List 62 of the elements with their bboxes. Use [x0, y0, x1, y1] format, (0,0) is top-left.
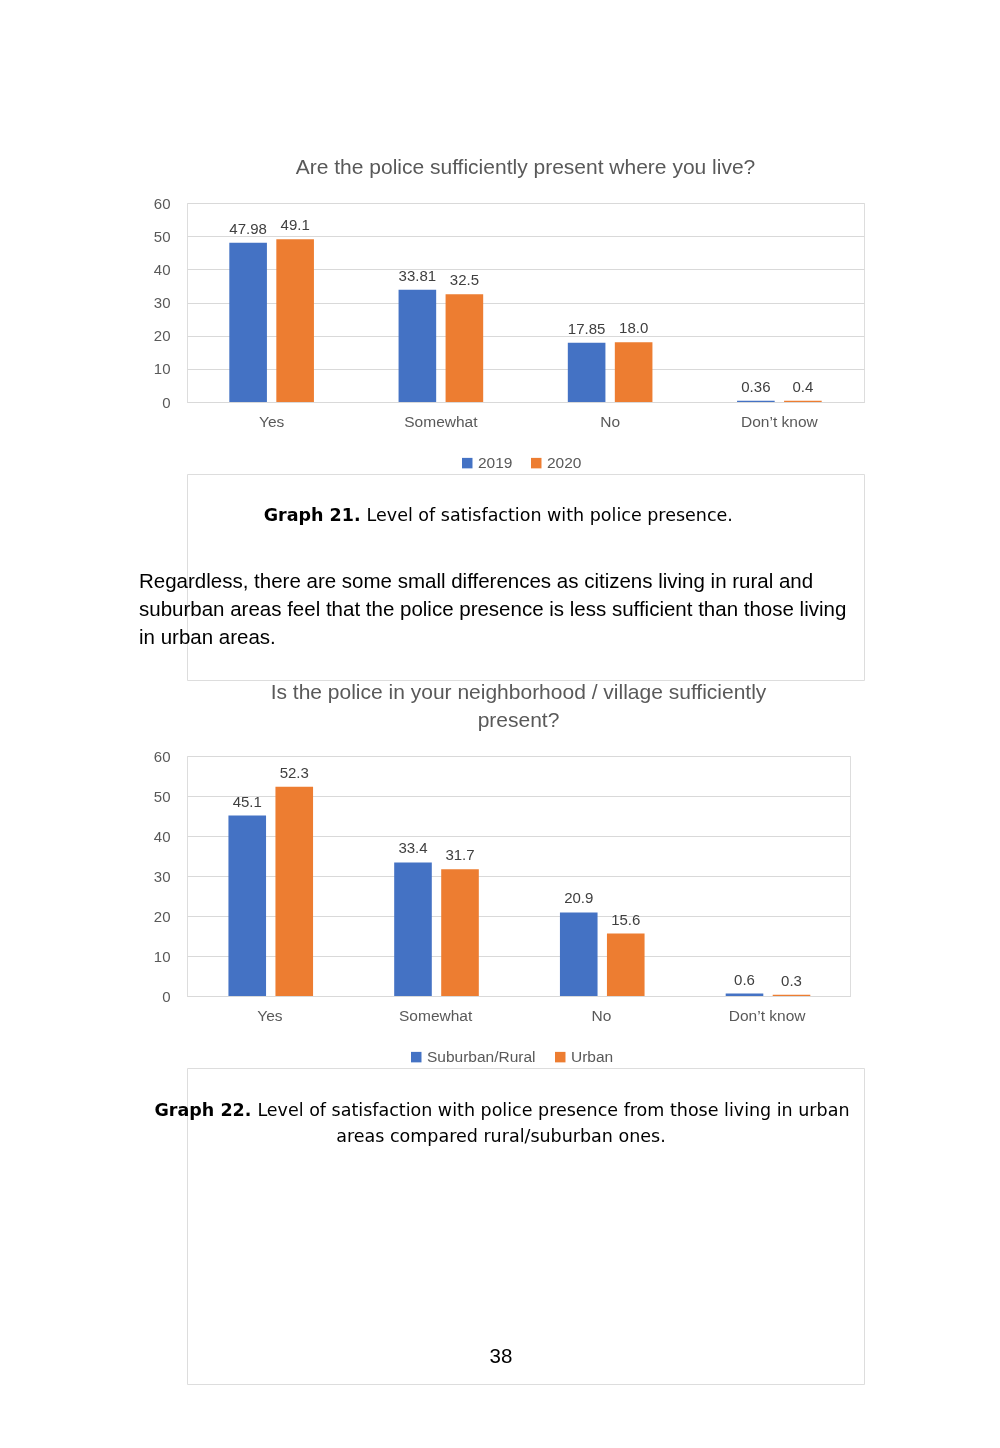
y-tick-label: 10 [153, 360, 171, 378]
y-tick-label: 40 [153, 260, 171, 278]
y-tick-label: 50 [153, 227, 171, 245]
x-tick-label: Somewhat [399, 1006, 473, 1024]
legend-label: Suburban/Rural [427, 1048, 536, 1066]
data-label: 49.1 [280, 216, 310, 234]
data-label: 18.0 [619, 319, 649, 337]
data-label: 33.81 [398, 266, 437, 284]
bar [614, 342, 653, 402]
text: Level of satisfaction with police presence from those living in urban areas compared rural/suburban ones. [257, 1100, 850, 1146]
y-tick-label: 0 [162, 987, 171, 1005]
data-label: 45.1 [232, 792, 262, 810]
y-tick-label: 60 [153, 194, 171, 212]
text: Level of satisfaction with police presence. [366, 505, 733, 525]
chart-title: Are the police sufficiently present where you live? [295, 155, 756, 178]
bar [275, 786, 314, 996]
x-tick-label: No [600, 412, 621, 430]
text: 38 [489, 1344, 513, 1367]
bar [441, 869, 479, 996]
y-tick-label: 40 [153, 827, 171, 845]
x-tick-label: Somewhat [404, 412, 479, 430]
chart-title: Is the police in your neighborhood / village sufficiently present? [270, 680, 767, 731]
data-label: 0.36 [741, 377, 771, 395]
text: Regardless, there are some small differences as citizens living in rural and suburban areas feel that the police presence is less sufficient than those living in urban areas. [139, 569, 847, 648]
legend-label: 2019 [478, 454, 513, 472]
y-tick-label: 20 [153, 327, 171, 345]
bar [559, 912, 598, 996]
y-tick-label: 60 [153, 747, 171, 765]
data-label: 0.4 [792, 377, 814, 395]
x-tick-label: Don’t know [728, 1006, 807, 1024]
caption: Graph 21. [263, 505, 361, 525]
x-tick-label: No [591, 1006, 612, 1024]
legend-label: Urban [571, 1048, 614, 1066]
y-tick-label: 10 [153, 947, 171, 965]
bar [445, 294, 484, 402]
caption: Graph 22. [154, 1100, 252, 1120]
x-tick-label: Don’t know [741, 412, 819, 430]
bar [567, 342, 606, 402]
y-tick-label: 30 [153, 867, 171, 885]
bar [228, 815, 267, 996]
data-label: 47.98 [229, 219, 267, 237]
data-label: 52.3 [279, 763, 309, 781]
bar [276, 239, 314, 402]
data-label: 31.7 [445, 846, 475, 864]
legend-label: 2020 [547, 454, 582, 472]
bar [229, 242, 267, 402]
bar [398, 289, 437, 402]
data-label: 17.85 [567, 319, 606, 337]
data-label: 15.6 [611, 910, 641, 928]
y-tick-label: 0 [162, 393, 171, 411]
data-label: 20.9 [564, 889, 594, 907]
data-label: 32.5 [449, 271, 479, 289]
y-tick-label: 30 [153, 294, 171, 311]
y-tick-label: 20 [153, 907, 171, 925]
x-tick-label: Yes [258, 412, 285, 430]
data-label: 0.6 [734, 970, 755, 988]
y-tick-label: 50 [153, 787, 171, 805]
data-label: 0.3 [781, 971, 802, 989]
data-label: 33.4 [398, 839, 428, 857]
bar [394, 862, 432, 996]
x-tick-label: Yes [257, 1006, 283, 1024]
bar [606, 933, 645, 996]
